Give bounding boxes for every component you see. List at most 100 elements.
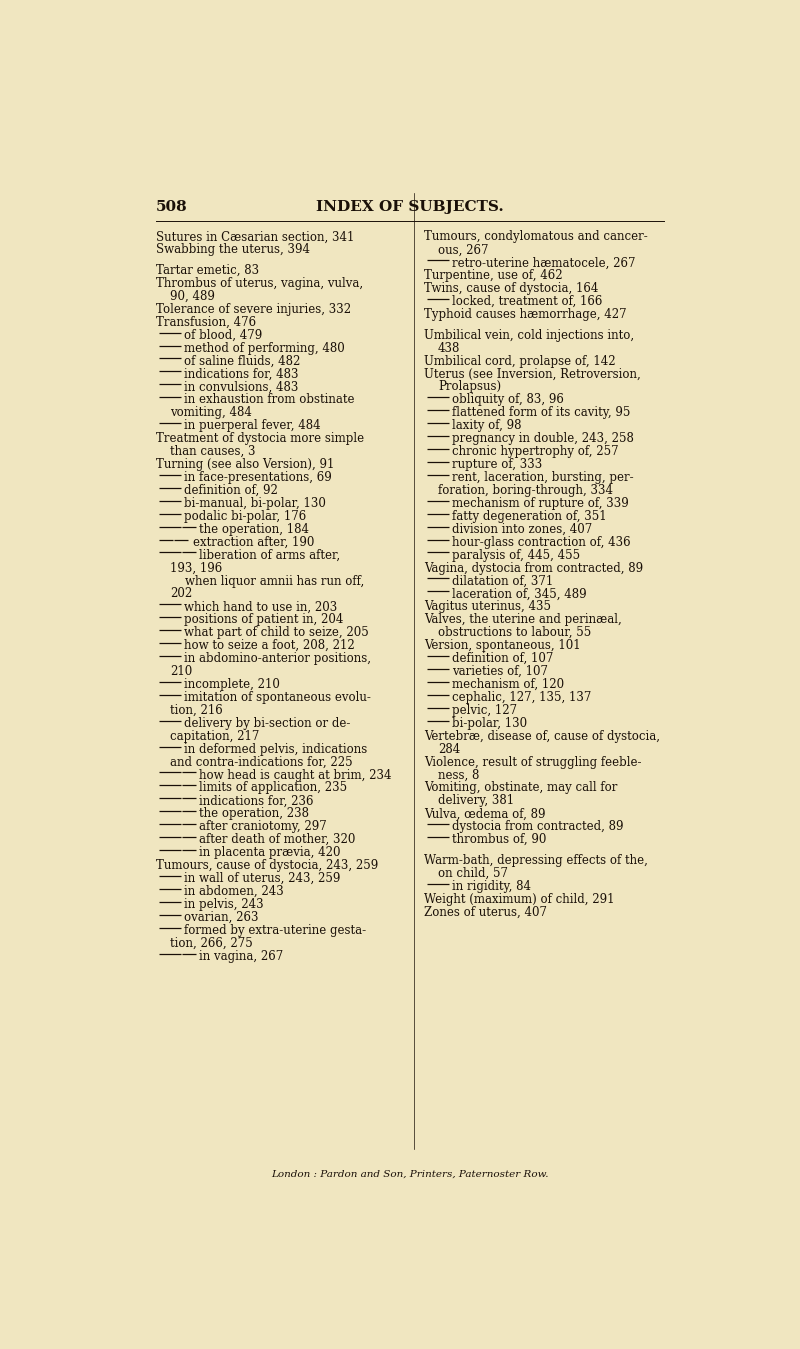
Text: dilatation of, 371: dilatation of, 371 (452, 575, 553, 588)
Text: ovarian, 263: ovarian, 263 (184, 911, 258, 924)
Text: mechanism of rupture of, 339: mechanism of rupture of, 339 (452, 496, 629, 510)
Text: Vertebræ, disease of, cause of dystocia,: Vertebræ, disease of, cause of dystocia, (424, 730, 660, 743)
Text: Typhoid causes hæmorrhage, 427: Typhoid causes hæmorrhage, 427 (424, 308, 626, 321)
Text: delivery by bi-section or de-: delivery by bi-section or de- (184, 716, 350, 730)
Text: Tumours, cause of dystocia, 243, 259: Tumours, cause of dystocia, 243, 259 (156, 859, 378, 871)
Text: 438: 438 (438, 341, 460, 355)
Text: formed by extra-uterine gesta-: formed by extra-uterine gesta- (184, 924, 366, 936)
Text: ous, 267: ous, 267 (438, 243, 488, 256)
Text: 508: 508 (156, 200, 187, 213)
Text: Umbilical vein, cold injections into,: Umbilical vein, cold injections into, (424, 329, 634, 341)
Text: Uterus (see Inversion, Retroversion,: Uterus (see Inversion, Retroversion, (424, 367, 641, 380)
Text: in vagina, 267: in vagina, 267 (199, 950, 283, 963)
Text: what part of child to seize, 205: what part of child to seize, 205 (184, 626, 369, 639)
Text: in placenta prævia, 420: in placenta prævia, 420 (199, 846, 341, 859)
Text: fatty degeneration of, 351: fatty degeneration of, 351 (452, 510, 606, 523)
Text: Zones of uterus, 407: Zones of uterus, 407 (424, 905, 547, 919)
Text: chronic hypertrophy of, 257: chronic hypertrophy of, 257 (452, 445, 618, 459)
Text: Tumours, condylomatous and cancer-: Tumours, condylomatous and cancer- (424, 231, 648, 243)
Text: 210: 210 (170, 665, 192, 679)
Text: how head is caught at brim, 234: how head is caught at brim, 234 (199, 769, 392, 781)
Text: tion, 266, 275: tion, 266, 275 (170, 936, 253, 950)
Text: incomplete, 210: incomplete, 210 (184, 679, 279, 691)
Text: in exhaustion from obstinate: in exhaustion from obstinate (184, 394, 354, 406)
Text: delivery, 381: delivery, 381 (438, 795, 514, 808)
Text: in abdomino-anterior positions,: in abdomino-anterior positions, (184, 652, 370, 665)
Text: cephalic, 127, 135, 137: cephalic, 127, 135, 137 (452, 691, 591, 704)
Text: obliquity of, 83, 96: obliquity of, 83, 96 (452, 394, 564, 406)
Text: liberation of arms after,: liberation of arms after, (199, 549, 340, 561)
Text: indications for, 483: indications for, 483 (184, 367, 298, 380)
Text: Turning (see also Version), 91: Turning (see also Version), 91 (156, 459, 334, 471)
Text: Vagitus uterinus, 435: Vagitus uterinus, 435 (424, 600, 551, 614)
Text: Violence, result of struggling feeble-: Violence, result of struggling feeble- (424, 755, 642, 769)
Text: Sutures in Cæsarian section, 341: Sutures in Cæsarian section, 341 (156, 231, 354, 243)
Text: thrombus of, 90: thrombus of, 90 (452, 834, 546, 846)
Text: than causes, 3: than causes, 3 (170, 445, 255, 459)
Text: in face-presentations, 69: in face-presentations, 69 (184, 471, 331, 484)
Text: hour-glass contraction of, 436: hour-glass contraction of, 436 (452, 536, 630, 549)
Text: Turpentine, use of, 462: Turpentine, use of, 462 (424, 270, 562, 282)
Text: in pelvis, 243: in pelvis, 243 (184, 898, 263, 911)
Text: after death of mother, 320: after death of mother, 320 (199, 834, 355, 846)
Text: foration, boring-through, 334: foration, boring-through, 334 (438, 484, 613, 496)
Text: Warm-bath, depressing effects of the,: Warm-bath, depressing effects of the, (424, 854, 648, 867)
Text: pregnancy in double, 243, 258: pregnancy in double, 243, 258 (452, 432, 634, 445)
Text: INDEX OF SUBJECTS.: INDEX OF SUBJECTS. (316, 200, 504, 213)
Text: locked, treatment of, 166: locked, treatment of, 166 (452, 295, 602, 308)
Text: 193, 196: 193, 196 (170, 561, 222, 575)
Text: definition of, 107: definition of, 107 (452, 652, 554, 665)
Text: 202: 202 (170, 587, 192, 600)
Text: positions of patient in, 204: positions of patient in, 204 (184, 614, 343, 626)
Text: podalic bi-polar, 176: podalic bi-polar, 176 (184, 510, 306, 523)
Text: definition of, 92: definition of, 92 (184, 484, 278, 496)
Text: Tartar emetic, 83: Tartar emetic, 83 (156, 264, 259, 277)
Text: in rigidity, 84: in rigidity, 84 (452, 880, 531, 893)
Text: of blood, 479: of blood, 479 (184, 329, 262, 341)
Text: of saline fluids, 482: of saline fluids, 482 (184, 355, 300, 367)
Text: rent, laceration, bursting, per-: rent, laceration, bursting, per- (452, 471, 634, 484)
Text: bi-manual, bi-polar, 130: bi-manual, bi-polar, 130 (184, 496, 326, 510)
Text: vomiting, 484: vomiting, 484 (170, 406, 252, 420)
Text: extraction after, 190: extraction after, 190 (193, 536, 314, 549)
Text: obstructions to labour, 55: obstructions to labour, 55 (438, 626, 591, 639)
Text: method of performing, 480: method of performing, 480 (184, 341, 345, 355)
Text: Vulva, œdema of, 89: Vulva, œdema of, 89 (424, 807, 546, 820)
Text: the operation, 238: the operation, 238 (199, 807, 309, 820)
Text: laxity of, 98: laxity of, 98 (452, 420, 522, 432)
Text: London : Pardon and Son, Printers, Paternoster Row.: London : Pardon and Son, Printers, Pater… (271, 1170, 549, 1179)
Text: varieties of, 107: varieties of, 107 (452, 665, 548, 679)
Text: when liquor amnii has run off,: when liquor amnii has run off, (186, 575, 365, 588)
Text: Swabbing the uterus, 394: Swabbing the uterus, 394 (156, 243, 310, 256)
Text: ness, 8: ness, 8 (438, 769, 479, 781)
Text: Thrombus of uterus, vagina, vulva,: Thrombus of uterus, vagina, vulva, (156, 277, 363, 290)
Text: in puerperal fever, 484: in puerperal fever, 484 (184, 420, 320, 432)
Text: paralysis of, 445, 455: paralysis of, 445, 455 (452, 549, 580, 561)
Text: on child, 57: on child, 57 (438, 867, 508, 880)
Text: 284: 284 (438, 743, 460, 755)
Text: 90, 489: 90, 489 (170, 290, 214, 304)
Text: flattened form of its cavity, 95: flattened form of its cavity, 95 (452, 406, 630, 420)
Text: Vomiting, obstinate, may call for: Vomiting, obstinate, may call for (424, 781, 618, 795)
Text: tion, 216: tion, 216 (170, 704, 222, 716)
Text: the operation, 184: the operation, 184 (199, 523, 309, 536)
Text: bi-polar, 130: bi-polar, 130 (452, 716, 527, 730)
Text: in convulsions, 483: in convulsions, 483 (184, 380, 298, 394)
Text: Valves, the uterine and perinæal,: Valves, the uterine and perinæal, (424, 614, 622, 626)
Text: rupture of, 333: rupture of, 333 (452, 459, 542, 471)
Text: and contra-indications for, 225: and contra-indications for, 225 (170, 755, 352, 769)
Text: in abdomen, 243: in abdomen, 243 (184, 885, 283, 898)
Text: Treatment of dystocia more simple: Treatment of dystocia more simple (156, 432, 364, 445)
Text: Umbilical cord, prolapse of, 142: Umbilical cord, prolapse of, 142 (424, 355, 615, 367)
Text: capitation, 217: capitation, 217 (170, 730, 259, 743)
Text: dystocia from contracted, 89: dystocia from contracted, 89 (452, 820, 623, 834)
Text: in wall of uterus, 243, 259: in wall of uterus, 243, 259 (184, 871, 340, 885)
Text: after craniotomy, 297: after craniotomy, 297 (199, 820, 327, 834)
Text: division into zones, 407: division into zones, 407 (452, 523, 592, 536)
Text: imitation of spontaneous evolu-: imitation of spontaneous evolu- (184, 691, 370, 704)
Text: Version, spontaneous, 101: Version, spontaneous, 101 (424, 639, 581, 652)
Text: limits of application, 235: limits of application, 235 (199, 781, 347, 795)
Text: laceration of, 345, 489: laceration of, 345, 489 (452, 587, 586, 600)
Text: mechanism of, 120: mechanism of, 120 (452, 679, 564, 691)
Text: how to seize a foot, 208, 212: how to seize a foot, 208, 212 (184, 639, 354, 652)
